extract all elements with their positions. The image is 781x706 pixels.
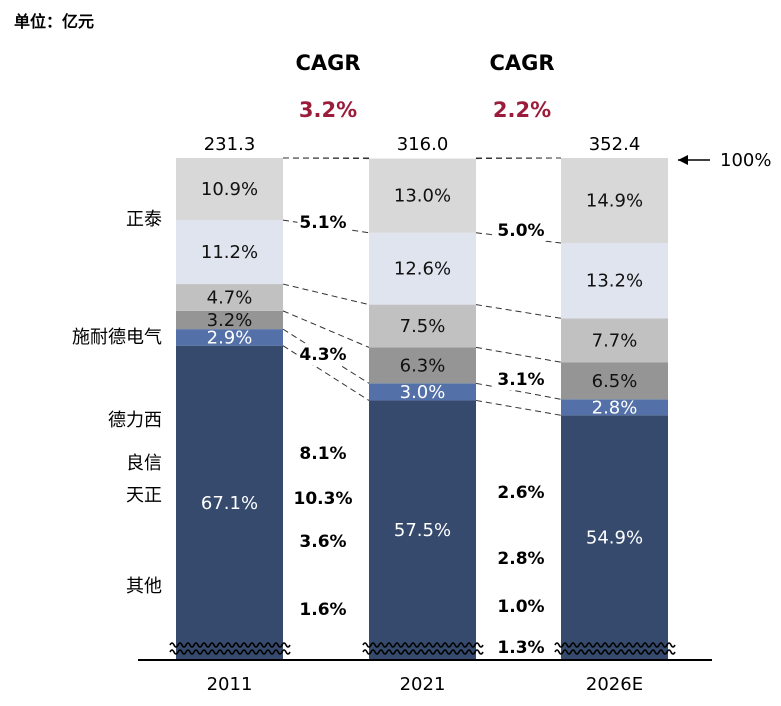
bar-segment-2026e-4 [561,242,668,319]
bar-segment-2026e-0 [561,415,668,660]
series-label-3: 良信 [126,453,162,474]
cagr-value-bg [297,345,349,365]
cagr-value-1-0: 5.0% [497,221,544,241]
axis-break-wave-2011-1 [169,649,291,655]
segment-label-2021-1: 3.0% [400,382,446,403]
x-tick-label-2026e: 2026E [586,674,643,695]
cagr-value-bg [297,213,349,233]
segment-label-2011-5: 10.9% [201,179,258,200]
series-label-1: 施耐德电气 [72,327,162,348]
axis-break-wave-2021-1 [362,649,484,655]
connector-1-0 [475,399,562,416]
x-tick-label-2011: 2011 [207,674,253,695]
bar-segment-2021-5 [369,158,476,233]
bar-segment-2011-2 [176,310,283,330]
cagr-value-bg [297,600,349,620]
axis-break-wave-2021-0 [362,642,484,648]
cagr-value-bg [297,444,349,464]
segment-label-2021-2: 6.3% [400,355,446,376]
bar-segment-2011-4 [176,220,283,285]
cagr-value-0-2: 8.1% [299,444,346,464]
connector-0-3 [282,283,370,306]
total-label-2026e: 352.4 [589,134,641,155]
hundred-pct-label: 100% [720,150,771,171]
connector-0-2 [282,310,370,348]
segment-label-2026e-1: 2.8% [592,397,638,418]
connector-0-5 [282,157,370,160]
segment-label-2021-5: 13.0% [394,186,451,207]
x-tick-label-2021: 2021 [400,674,446,695]
cagr-value-bg [297,532,349,552]
cagr-value-0-1: 4.3% [299,345,346,365]
axis-break-wave-2011-0 [169,642,291,648]
bar-segment-2021-0 [369,400,476,660]
segment-label-2011-1: 2.9% [207,327,253,348]
series-label-2: 德力西 [108,410,162,431]
cagr-value-1-1: 3.1% [497,370,544,390]
cagr-value-bg [495,370,547,390]
bar-segment-2021-2 [369,347,476,384]
cagr-value-bg [495,221,547,241]
segment-label-2026e-4: 13.2% [586,271,643,292]
segment-label-2011-2: 3.2% [207,310,253,331]
cagr-value-bg [495,549,547,569]
bar-segment-2011-5 [176,158,283,221]
axis-break-wave-2026e-1 [554,649,676,655]
segment-label-2026e-2: 6.5% [592,371,638,392]
cagr-value-0-3: 10.3% [294,489,353,509]
segment-label-2026e-5: 14.9% [586,190,643,211]
series-label-4: 天正 [126,485,162,506]
series-label-5: 其他 [126,576,162,597]
segment-label-2026e-0: 54.9% [586,528,643,549]
cagr-value-1-5: 1.3% [497,638,544,658]
segment-label-2011-3: 4.7% [207,287,253,308]
hundred-pct-arrow-head [678,155,688,165]
cagr-value-bg [495,483,547,503]
connector-1-1 [475,382,562,400]
bar-segment-2011-1 [176,329,283,346]
bar-segment-2011-0 [176,345,283,660]
segment-label-2011-0: 67.1% [201,493,258,514]
bar-segment-2021-1 [369,383,476,401]
cagr-value-0-0: 5.1% [299,213,346,233]
connector-1-3 [475,304,562,319]
bar-segment-2021-3 [369,304,476,348]
cagr-total-1: 2.2% [493,98,551,122]
series-label-0: 正泰 [126,209,162,230]
segment-label-2021-4: 12.6% [394,259,451,280]
cagr-value-1-2: 2.6% [497,483,544,503]
bar-segment-2026e-2 [561,362,668,400]
segment-label-2026e-3: 7.7% [592,330,638,351]
bar-segment-2026e-3 [561,318,668,363]
cagr-title-0: CAGR [295,51,360,75]
cagr-value-1-4: 1.0% [497,597,544,617]
connector-1-2 [475,346,562,363]
cagr-value-bg [495,597,547,617]
segment-label-2021-3: 7.5% [400,316,446,337]
segment-label-2011-4: 11.2% [201,242,258,263]
cagr-value-0-5: 1.6% [299,600,346,620]
bar-segment-2011-3 [176,284,283,311]
cagr-value-bg [495,638,547,658]
unit-label: 单位：亿元 [14,12,95,31]
segment-label-2021-0: 57.5% [394,520,451,541]
axis-break-wave-2026e-0 [554,642,676,648]
total-label-2011: 231.3 [204,134,256,155]
cagr-value-bg [291,489,355,509]
connector-0-0 [282,345,370,401]
cagr-value-1-3: 2.8% [497,549,544,569]
cagr-value-0-4: 3.6% [299,532,346,552]
bar-segment-2026e-5 [561,158,668,243]
connector-1-5 [475,157,562,160]
cagr-title-1: CAGR [489,51,554,75]
total-label-2021: 316.0 [397,134,449,155]
cagr-total-0: 3.2% [299,98,357,122]
bar-segment-2021-4 [369,232,476,305]
bar-segment-2026e-1 [561,399,668,416]
